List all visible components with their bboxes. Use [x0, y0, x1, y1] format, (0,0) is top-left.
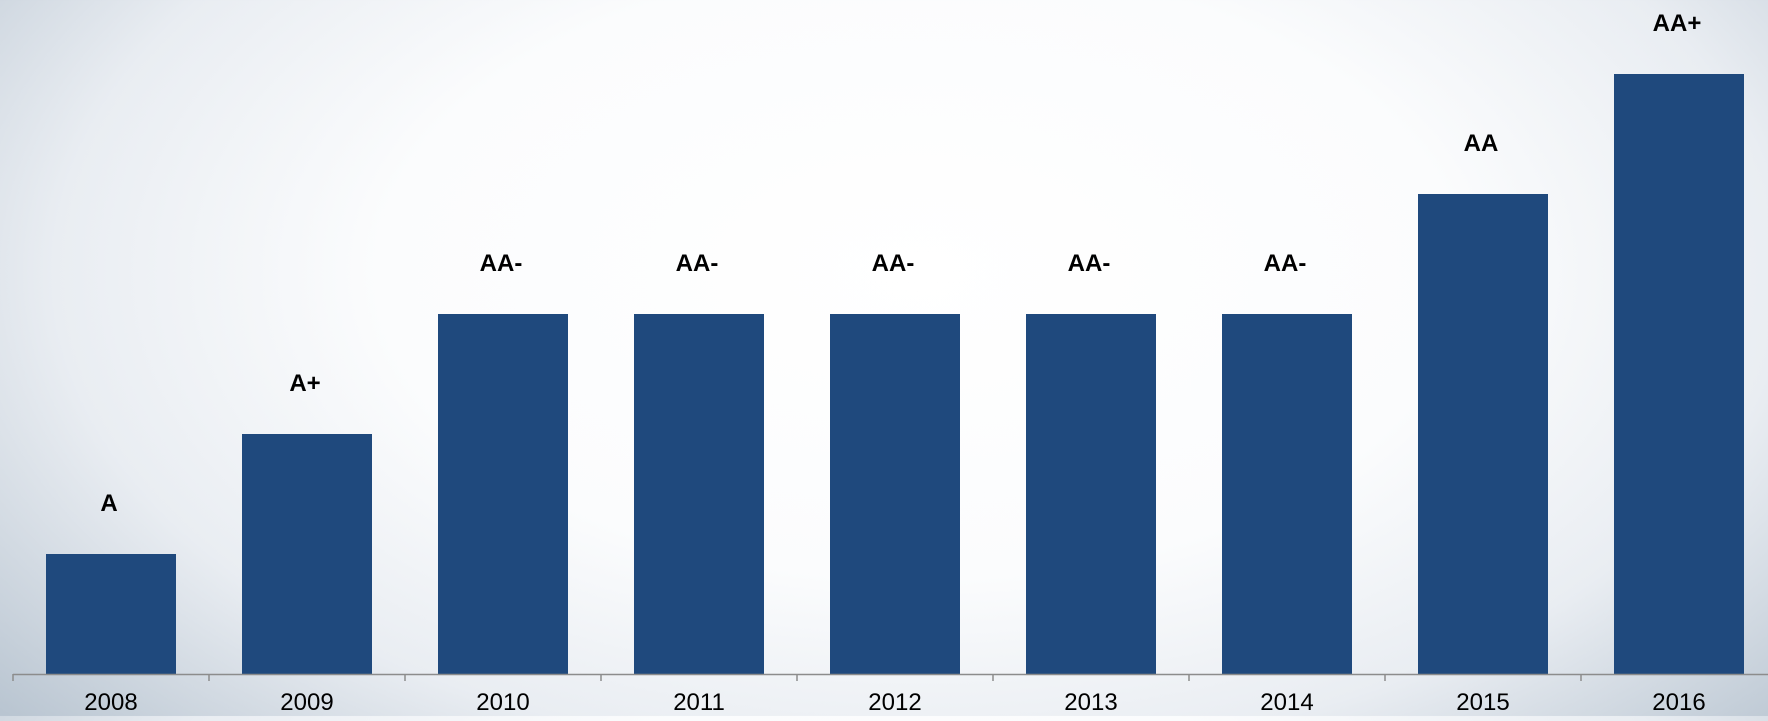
bar-2010 — [438, 314, 568, 674]
x-tick-label-2011: 2011 — [673, 689, 725, 716]
x-tick-label-2012: 2012 — [868, 689, 921, 716]
data-label-2011: AA- — [676, 250, 719, 277]
data-label-2012: AA- — [872, 250, 915, 277]
data-label-2014: AA- — [1264, 250, 1307, 277]
bar-2013 — [1026, 314, 1156, 674]
x-tick-label-2010: 2010 — [476, 689, 529, 716]
bar-2014 — [1222, 314, 1352, 674]
data-label-2015: AA — [1464, 130, 1499, 157]
bar-2012 — [830, 314, 960, 674]
x-axis: 2008 2009 2010 2011 2012 2013 2014 2015 2016 — [12, 673, 1768, 716]
bar-2015 — [1418, 194, 1548, 674]
data-label-2010: AA- — [480, 250, 523, 277]
x-tick-label-2013: 2013 — [1064, 689, 1117, 716]
bar-2016 — [1614, 74, 1744, 674]
bars-layer — [46, 74, 1744, 674]
x-tick-label-2014: 2014 — [1260, 689, 1313, 716]
data-label-2008: A — [100, 490, 117, 517]
x-tick-label-2015: 2015 — [1456, 689, 1509, 716]
data-label-2016: AA+ — [1653, 10, 1702, 37]
x-tick-label-2009: 2009 — [280, 689, 333, 716]
x-tick-label-2008: 2008 — [84, 689, 137, 716]
bar-2009 — [242, 434, 372, 674]
bar-2008 — [46, 554, 176, 674]
x-tick-label-2016: 2016 — [1652, 689, 1705, 716]
data-label-2009: A+ — [289, 370, 320, 397]
data-label-2013: AA- — [1068, 250, 1111, 277]
bar-2011 — [634, 314, 764, 674]
